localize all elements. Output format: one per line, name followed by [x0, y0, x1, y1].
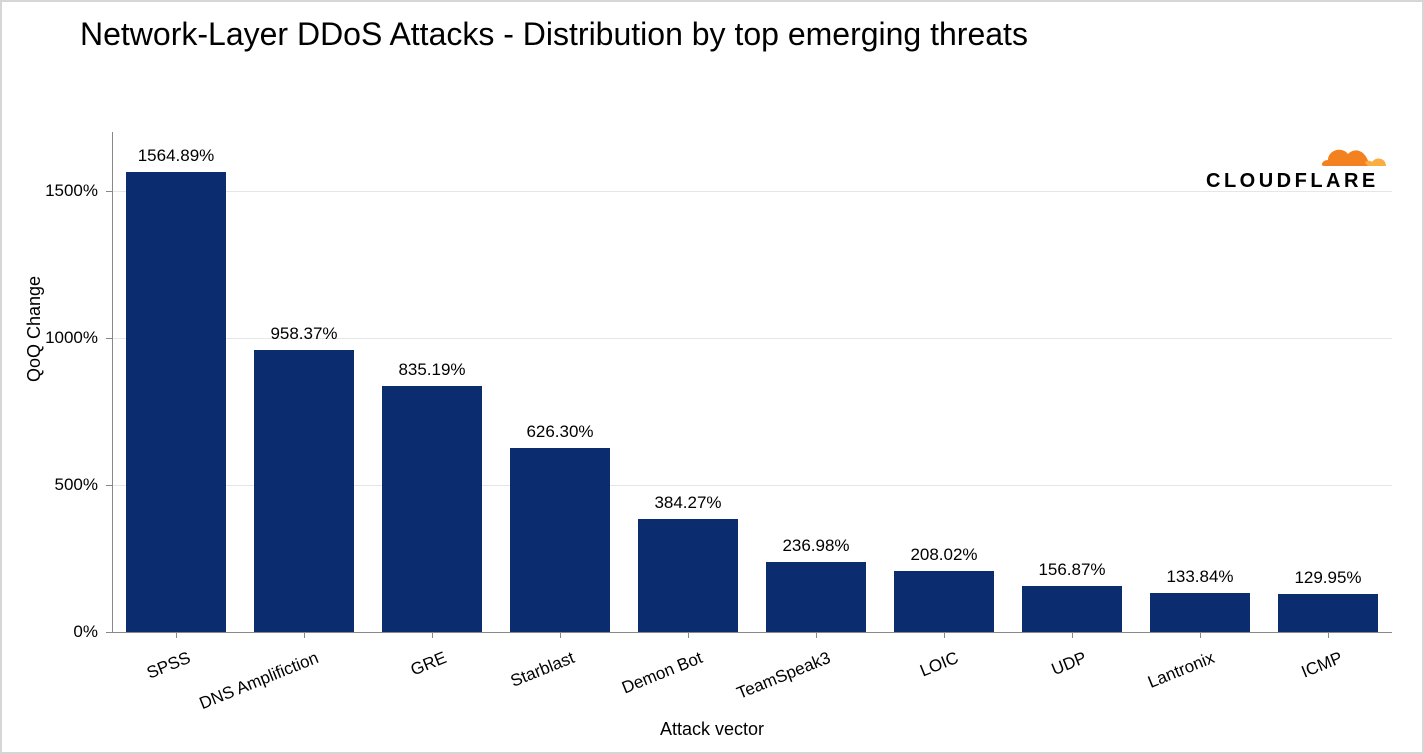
bar [126, 172, 226, 632]
x-tick-mark [176, 632, 177, 638]
x-tick-mark [1328, 632, 1329, 638]
y-tick-label: 1500% [18, 181, 98, 201]
bar-value-label: 236.98% [746, 536, 886, 556]
bar-value-label: 129.95% [1258, 568, 1398, 588]
bar [510, 448, 610, 632]
y-tick-label: 1000% [18, 328, 98, 348]
x-tick-mark [1072, 632, 1073, 638]
bar-value-label: 626.30% [490, 422, 630, 442]
cloudflare-cloud-icon [1318, 140, 1388, 168]
cloudflare-logo: CLOUDFLARE [1206, 140, 1388, 193]
chart-title: Network-Layer DDoS Attacks - Distributio… [80, 16, 1028, 53]
y-tick-label: 0% [18, 622, 98, 642]
x-tick-mark [688, 632, 689, 638]
x-tick-mark [816, 632, 817, 638]
x-tick-label: GRE [408, 648, 450, 680]
bar [1278, 594, 1378, 632]
x-tick-label: ICMP [1299, 648, 1346, 682]
y-axis-line [112, 132, 113, 632]
bar [1022, 586, 1122, 632]
x-tick-label: UDP [1049, 648, 1090, 680]
x-tick-label: Demon Bot [619, 648, 705, 698]
x-tick-mark [1200, 632, 1201, 638]
bar [254, 350, 354, 632]
bar [766, 562, 866, 632]
bar-value-label: 133.84% [1130, 567, 1270, 587]
x-tick-label: LOIC [917, 648, 961, 681]
x-tick-mark [944, 632, 945, 638]
bar [638, 519, 738, 632]
bar [1150, 593, 1250, 632]
gridline [112, 191, 1392, 192]
bar [382, 386, 482, 632]
chart-frame: Network-Layer DDoS Attacks - Distributio… [0, 0, 1424, 754]
bar-value-label: 835.19% [362, 360, 502, 380]
bar-value-label: 156.87% [1002, 560, 1142, 580]
x-tick-label: TeamSpeak3 [734, 648, 834, 704]
bar [894, 571, 994, 632]
x-tick-mark [304, 632, 305, 638]
x-tick-label: Lantronix [1145, 648, 1217, 693]
x-tick-mark [432, 632, 433, 638]
x-axis-title: Attack vector [660, 719, 764, 740]
x-tick-mark [560, 632, 561, 638]
plot-area: 1564.89%SPSS958.37%DNS Amplifiction835.1… [112, 132, 1392, 632]
x-tick-label: DNS Amplifiction [197, 648, 322, 714]
x-tick-label: Starblast [508, 648, 578, 692]
y-tick-label: 500% [18, 475, 98, 495]
bar-value-label: 1564.89% [106, 146, 246, 166]
cloudflare-logo-text: CLOUDFLARE [1206, 170, 1388, 193]
bar-value-label: 958.37% [234, 324, 374, 344]
x-tick-label: SPSS [144, 648, 194, 684]
bar-value-label: 208.02% [874, 545, 1014, 565]
bar-value-label: 384.27% [618, 493, 758, 513]
